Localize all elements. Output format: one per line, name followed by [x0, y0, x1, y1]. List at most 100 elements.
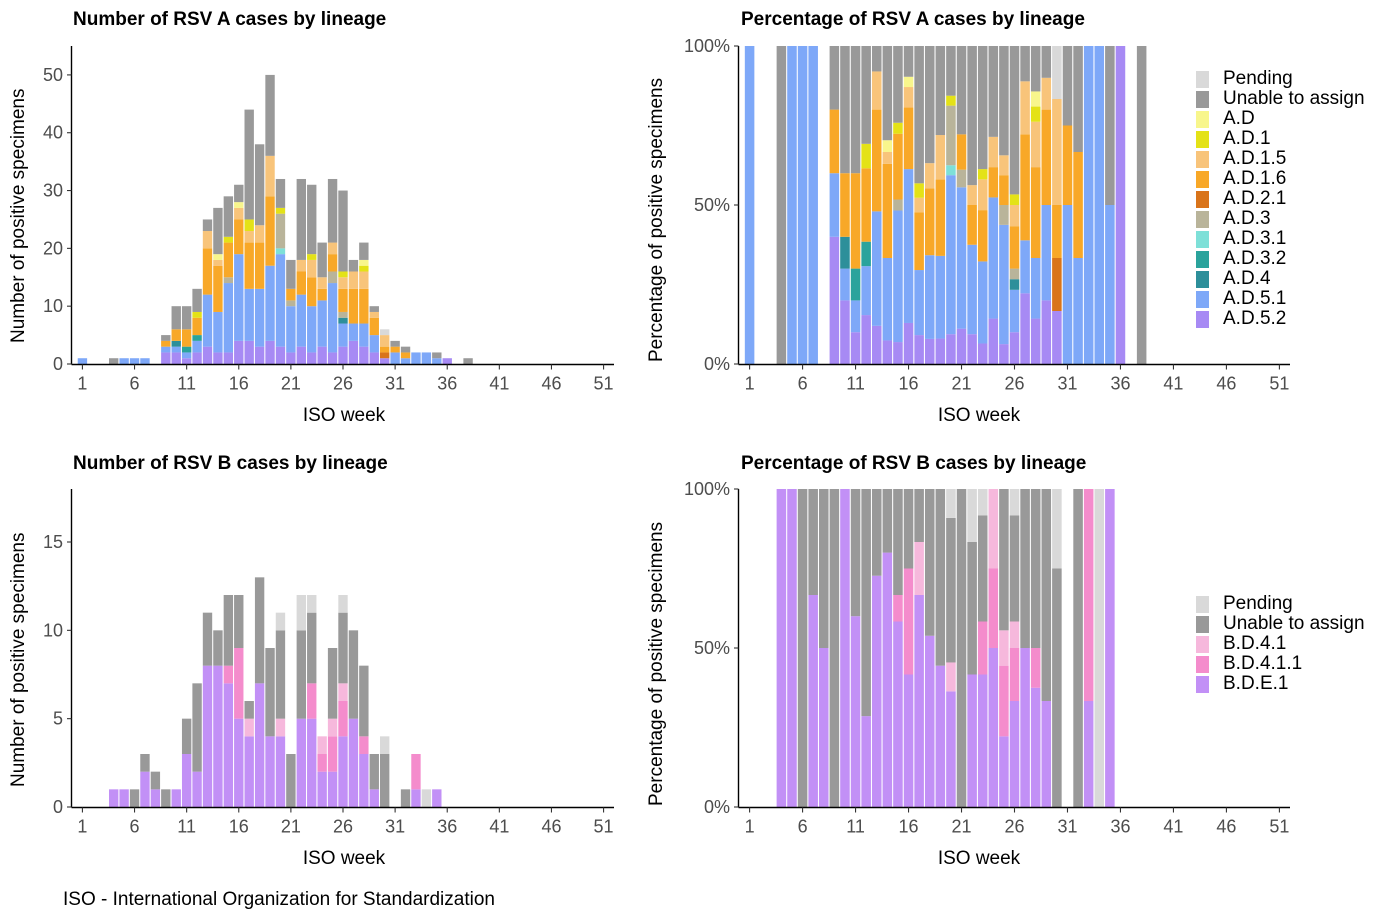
bar-segment-week-32-a-d-5-1	[400, 358, 411, 364]
bar-segment-week-8-b-d-e-1	[150, 789, 161, 807]
bar-segment-week-15-a-d-5-2	[893, 342, 903, 364]
bar-segment-week-25-a-d-3	[999, 205, 1009, 225]
bar-segment-week-19-a-d-1-5	[265, 155, 275, 197]
bar-segment-week-15-a-d-3	[223, 277, 234, 284]
bar-segment-week-29-unable-to-assign	[1041, 46, 1052, 78]
bar-segment-week-13-a-d-5-2	[202, 346, 213, 364]
legend-swatch	[1196, 150, 1209, 168]
legend-item-unable-to-assign: Unable to assign	[1196, 613, 1365, 634]
x-tick-label: 6	[130, 374, 140, 394]
bar-segment-week-14-unable-to-assign	[882, 489, 893, 553]
bar-segment-week-20-b-d-4-1	[275, 718, 286, 737]
x-tick-label: 26	[1004, 817, 1024, 837]
bar-segment-week-21-a-d-5-1	[286, 306, 296, 353]
bar-segment-week-7-unable-to-assign	[808, 489, 818, 595]
bar-segment-week-25-unable-to-assign	[999, 489, 1009, 631]
bar-segment-week-13-b-d-e-1	[202, 665, 213, 807]
bar-segment-week-6-unable-to-assign	[129, 789, 140, 807]
bar-segment-week-16-a-d-1-6	[234, 219, 244, 255]
bar-segment-week-10-unable-to-assign	[171, 306, 181, 330]
bar-segment-week-20-a-d-5-2	[946, 334, 956, 364]
bar-segment-week-26-pending	[338, 595, 348, 613]
legend-label: A.D.3.2	[1223, 248, 1287, 269]
bar-segment-week-18-b-d-e-1	[254, 683, 265, 807]
legend-swatch	[1196, 635, 1209, 653]
rsv-a-percentage-chart: Percentage of RSV A cases by lineage Per…	[646, 0, 1364, 444]
bar-segment-week-23-b-d-e-1	[977, 674, 988, 807]
y-tick-label: 40	[43, 123, 63, 143]
y-tick-label: 20	[43, 238, 63, 258]
bar-segment-week-11-unable-to-assign	[181, 306, 192, 330]
bar-segment-week-28-b-d-e-1	[1030, 687, 1041, 807]
bar-segment-week-10-a-d-5-2	[840, 300, 850, 364]
bar-segment-week-12-unable-to-assign	[192, 683, 202, 772]
bar-segment-week-21-unable-to-assign	[286, 259, 296, 289]
bar-segment-week-17-a-d-1-5	[914, 197, 924, 213]
bar-segment-week-13-a-d-5-1	[871, 211, 882, 326]
bar-segment-week-19-b-d-e-1	[265, 736, 275, 807]
x-tick-label: 11	[846, 817, 865, 837]
legend-swatch	[1196, 170, 1209, 188]
bar-segment-week-22-pending	[296, 595, 306, 631]
bar-segment-week-11-unable-to-assign	[181, 718, 192, 754]
bar-segment-week-19-unable-to-assign	[265, 74, 275, 156]
bar-segment-week-25-b-d-4-1	[999, 630, 1009, 666]
bar-segment-week-4-unable-to-assign	[109, 358, 119, 364]
legend-label: B.D.4.1.1	[1223, 653, 1303, 674]
bar-segment-week-4-b-d-e-1	[776, 489, 787, 807]
bar-segment-week-31-a-d-1-6	[1062, 125, 1073, 205]
y-tick-label: 50%	[694, 638, 730, 658]
bar-segment-week-18-a-d-1-5	[254, 225, 265, 243]
bar-segment-week-20-a-d-3	[275, 213, 286, 249]
bar-segment-week-28-a-d-1-5	[1030, 121, 1041, 168]
x-tick-label: 36	[1110, 817, 1130, 837]
bar-segment-week-15-a-d-1	[223, 236, 234, 243]
bar-segment-week-20-pending	[275, 612, 286, 631]
bar-segment-week-23-unable-to-assign	[977, 46, 988, 170]
bar-segment-week-25-a-d-1-5	[999, 155, 1009, 176]
x-tick-label: 31	[385, 374, 405, 394]
bar-segment-week-15-unable-to-assign	[223, 595, 234, 666]
bar-segment-week-9-unable-to-assign	[829, 489, 840, 807]
x-tick-label: 41	[1163, 374, 1183, 394]
bar-segment-week-8-unable-to-assign	[150, 771, 161, 790]
y-tick-label: 30	[43, 181, 63, 201]
x-tick-label: 41	[489, 374, 509, 394]
bar-segment-week-12-a-d-5-1	[861, 266, 871, 316]
bar-segment-week-10-unable-to-assign	[840, 46, 850, 174]
bar-segment-week-10-a-d-1-6	[171, 329, 181, 341]
bar-segment-week-32-a-d-1-6	[1073, 152, 1083, 258]
rsv-a-percentage-plot: 1 6 11 16 21 26 31 36 41 46 510%50%100%	[684, 36, 1290, 394]
chart-title: Number of RSV B cases by lineage	[73, 453, 388, 474]
bar-segment-week-26-unable-to-assign	[1009, 515, 1020, 622]
bar-segment-week-14-unable-to-assign	[213, 630, 223, 666]
x-tick-label: 51	[594, 817, 614, 837]
bar-segment-week-23-a-d-5-1	[977, 261, 988, 344]
bar-segment-week-33-b-d-4-1-1	[411, 754, 421, 790]
bar-segment-week-24-unable-to-assign	[988, 46, 999, 137]
bar-segment-week-26-a-d-1-6	[338, 288, 348, 312]
bar-segment-week-14-a-d-1-5	[213, 259, 223, 266]
bar-segment-week-23-pending	[307, 595, 317, 613]
chart-title: Percentage of RSV A cases by lineage	[741, 9, 1085, 30]
bar-segment-week-11-a-d-1-6	[850, 173, 861, 269]
bar-segment-week-13-unable-to-assign	[871, 489, 882, 576]
bar-segment-week-24-unable-to-assign	[317, 242, 327, 278]
bar-segment-week-4-unable-to-assign	[776, 46, 787, 364]
bar-segment-week-11-unable-to-assign	[850, 46, 861, 174]
bar-segment-week-27-a-d-1-5	[1020, 81, 1030, 135]
x-axis-label: ISO week	[937, 848, 1021, 869]
bar-segment-week-20-b-d-e-1	[275, 736, 286, 807]
bar-segment-week-19-a-d-1-6	[935, 179, 946, 256]
bar-segment-week-16-a-d	[234, 202, 244, 208]
bar-segment-week-17-a-d-5-2	[244, 340, 254, 364]
bar-segment-week-28-b-d-4-1-1	[359, 736, 369, 754]
bar-segment-week-23-a-d-1-5	[977, 179, 988, 211]
bar-segment-week-7-b-d-e-1	[140, 771, 150, 807]
bar-segment-week-13-a-d-5-2	[871, 325, 882, 364]
bar-segment-week-16-unable-to-assign	[903, 46, 914, 77]
legend-label: A.D.4	[1223, 268, 1271, 289]
x-tick-label: 16	[899, 817, 919, 837]
y-tick-label: 0	[53, 797, 63, 817]
